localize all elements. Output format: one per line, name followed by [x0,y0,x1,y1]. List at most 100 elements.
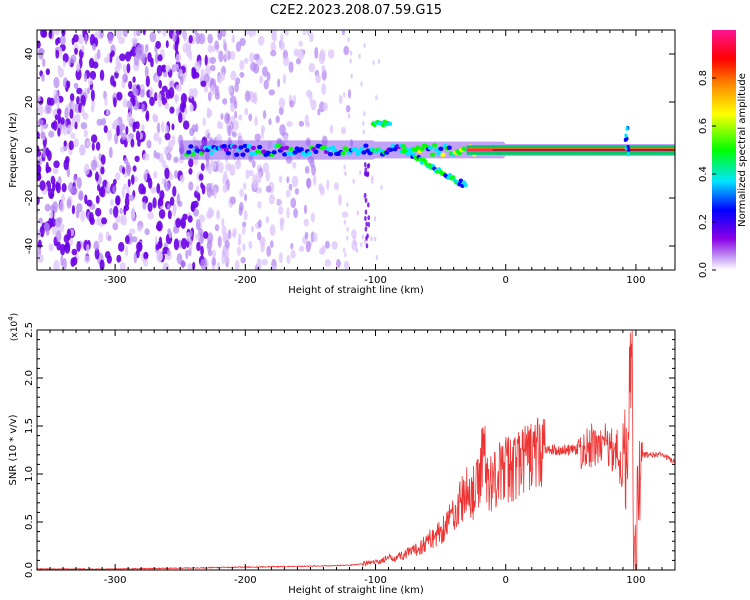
noise-cell [99,259,105,270]
noise-cell [77,34,84,45]
noise-cell [37,253,44,264]
signal-blob [367,150,373,156]
noise-cell [59,35,66,45]
noise-cell [235,41,242,52]
noise-cell [179,260,187,268]
noise-cell [333,182,339,191]
signal-blob [286,150,292,156]
colorbar: 0.0 0.2 0.4 0.6 0.8 Normalized spectral ampl… [698,30,748,278]
noise-cell [53,259,60,270]
noise-cell [166,152,172,161]
noise-cell [124,195,130,208]
noise-cell [83,129,88,138]
noise-cell [198,214,206,223]
noise-cell [348,88,352,99]
streak-blob [364,197,368,203]
noise-cell [206,239,213,251]
signal-blob [427,145,434,151]
noise-cell [45,102,50,115]
noise-cell [302,30,307,36]
noise-cell [106,181,111,192]
noise-cell [59,200,65,213]
noise-cell [172,226,180,234]
noise-cell [187,262,193,270]
noise-cell [84,255,91,264]
noise-cell [60,243,66,256]
noise-cell [338,194,343,206]
noise-cell [239,37,246,47]
noise-cell [116,30,122,40]
noise-cell [129,228,136,235]
signal-blob [340,151,346,156]
noise-cell [45,147,50,157]
noise-cell [118,241,125,252]
noise-cell [132,76,136,83]
noise-cell [211,249,216,259]
noise-cell [111,122,118,130]
signal-blob [429,152,436,157]
noise-cell [362,120,365,126]
noise-cell [214,224,220,232]
noise-cell [128,194,135,202]
noise-cell [145,110,150,122]
noise-cell [43,222,50,233]
noise-cell [110,50,115,57]
noise-cell [50,192,54,199]
noise-cell [73,138,79,148]
noise-cell [110,75,115,86]
signal-blob [327,152,334,157]
noise-cell [56,182,61,194]
noise-cell [192,71,200,79]
noise-cell [60,117,65,125]
noise-cell [375,255,379,261]
noise-cell [261,258,268,266]
noise-cell [127,90,134,98]
noise-cell [69,93,75,102]
noise-cell [310,212,316,223]
noise-cell [359,170,362,176]
noise-cell [256,231,262,241]
signal-blob [242,143,248,149]
noise-cell [116,254,122,263]
snr-y-tick-label: 1.5 [24,418,35,434]
signal-blob [352,147,359,152]
noise-cell [109,207,113,215]
signal-blob [434,147,440,153]
noise-cell [134,155,140,163]
signal-blob [209,150,215,156]
noise-cell [168,230,173,239]
noise-cell [336,259,341,269]
noise-cell [146,140,152,149]
noise-cell [218,50,224,63]
noise-cell [291,175,299,188]
signal-blob [207,144,213,150]
noise-cell [69,108,74,119]
signal-blob [415,145,421,150]
colorbar-tick-label: 0.8 [698,70,709,86]
noise-cell [114,132,119,145]
snr-x-tick-label: -100 [364,575,387,586]
noise-cell [46,97,52,106]
noise-cell [373,236,377,242]
noise-cell [278,106,284,116]
noise-cell [141,103,145,113]
noise-cell [166,249,171,257]
noise-cell [209,64,216,72]
noise-cell [324,259,332,267]
noise-cell [257,57,264,66]
noise-cell [352,178,355,184]
noise-cell [169,196,175,207]
snr-x-tick-label: -200 [234,575,257,586]
noise-cell [268,193,275,205]
noise-cell [41,30,48,38]
noise-cell [120,132,127,141]
noise-cell [49,210,54,219]
noise-cell [298,245,305,252]
noise-cell [95,207,102,217]
noise-cell [256,258,262,269]
noise-cell [73,174,77,183]
figure-title: C2E2.2023.208.07.59.G15 [270,3,442,18]
noise-cell [324,240,330,249]
noise-cell [132,88,139,96]
noise-cell [200,68,205,77]
